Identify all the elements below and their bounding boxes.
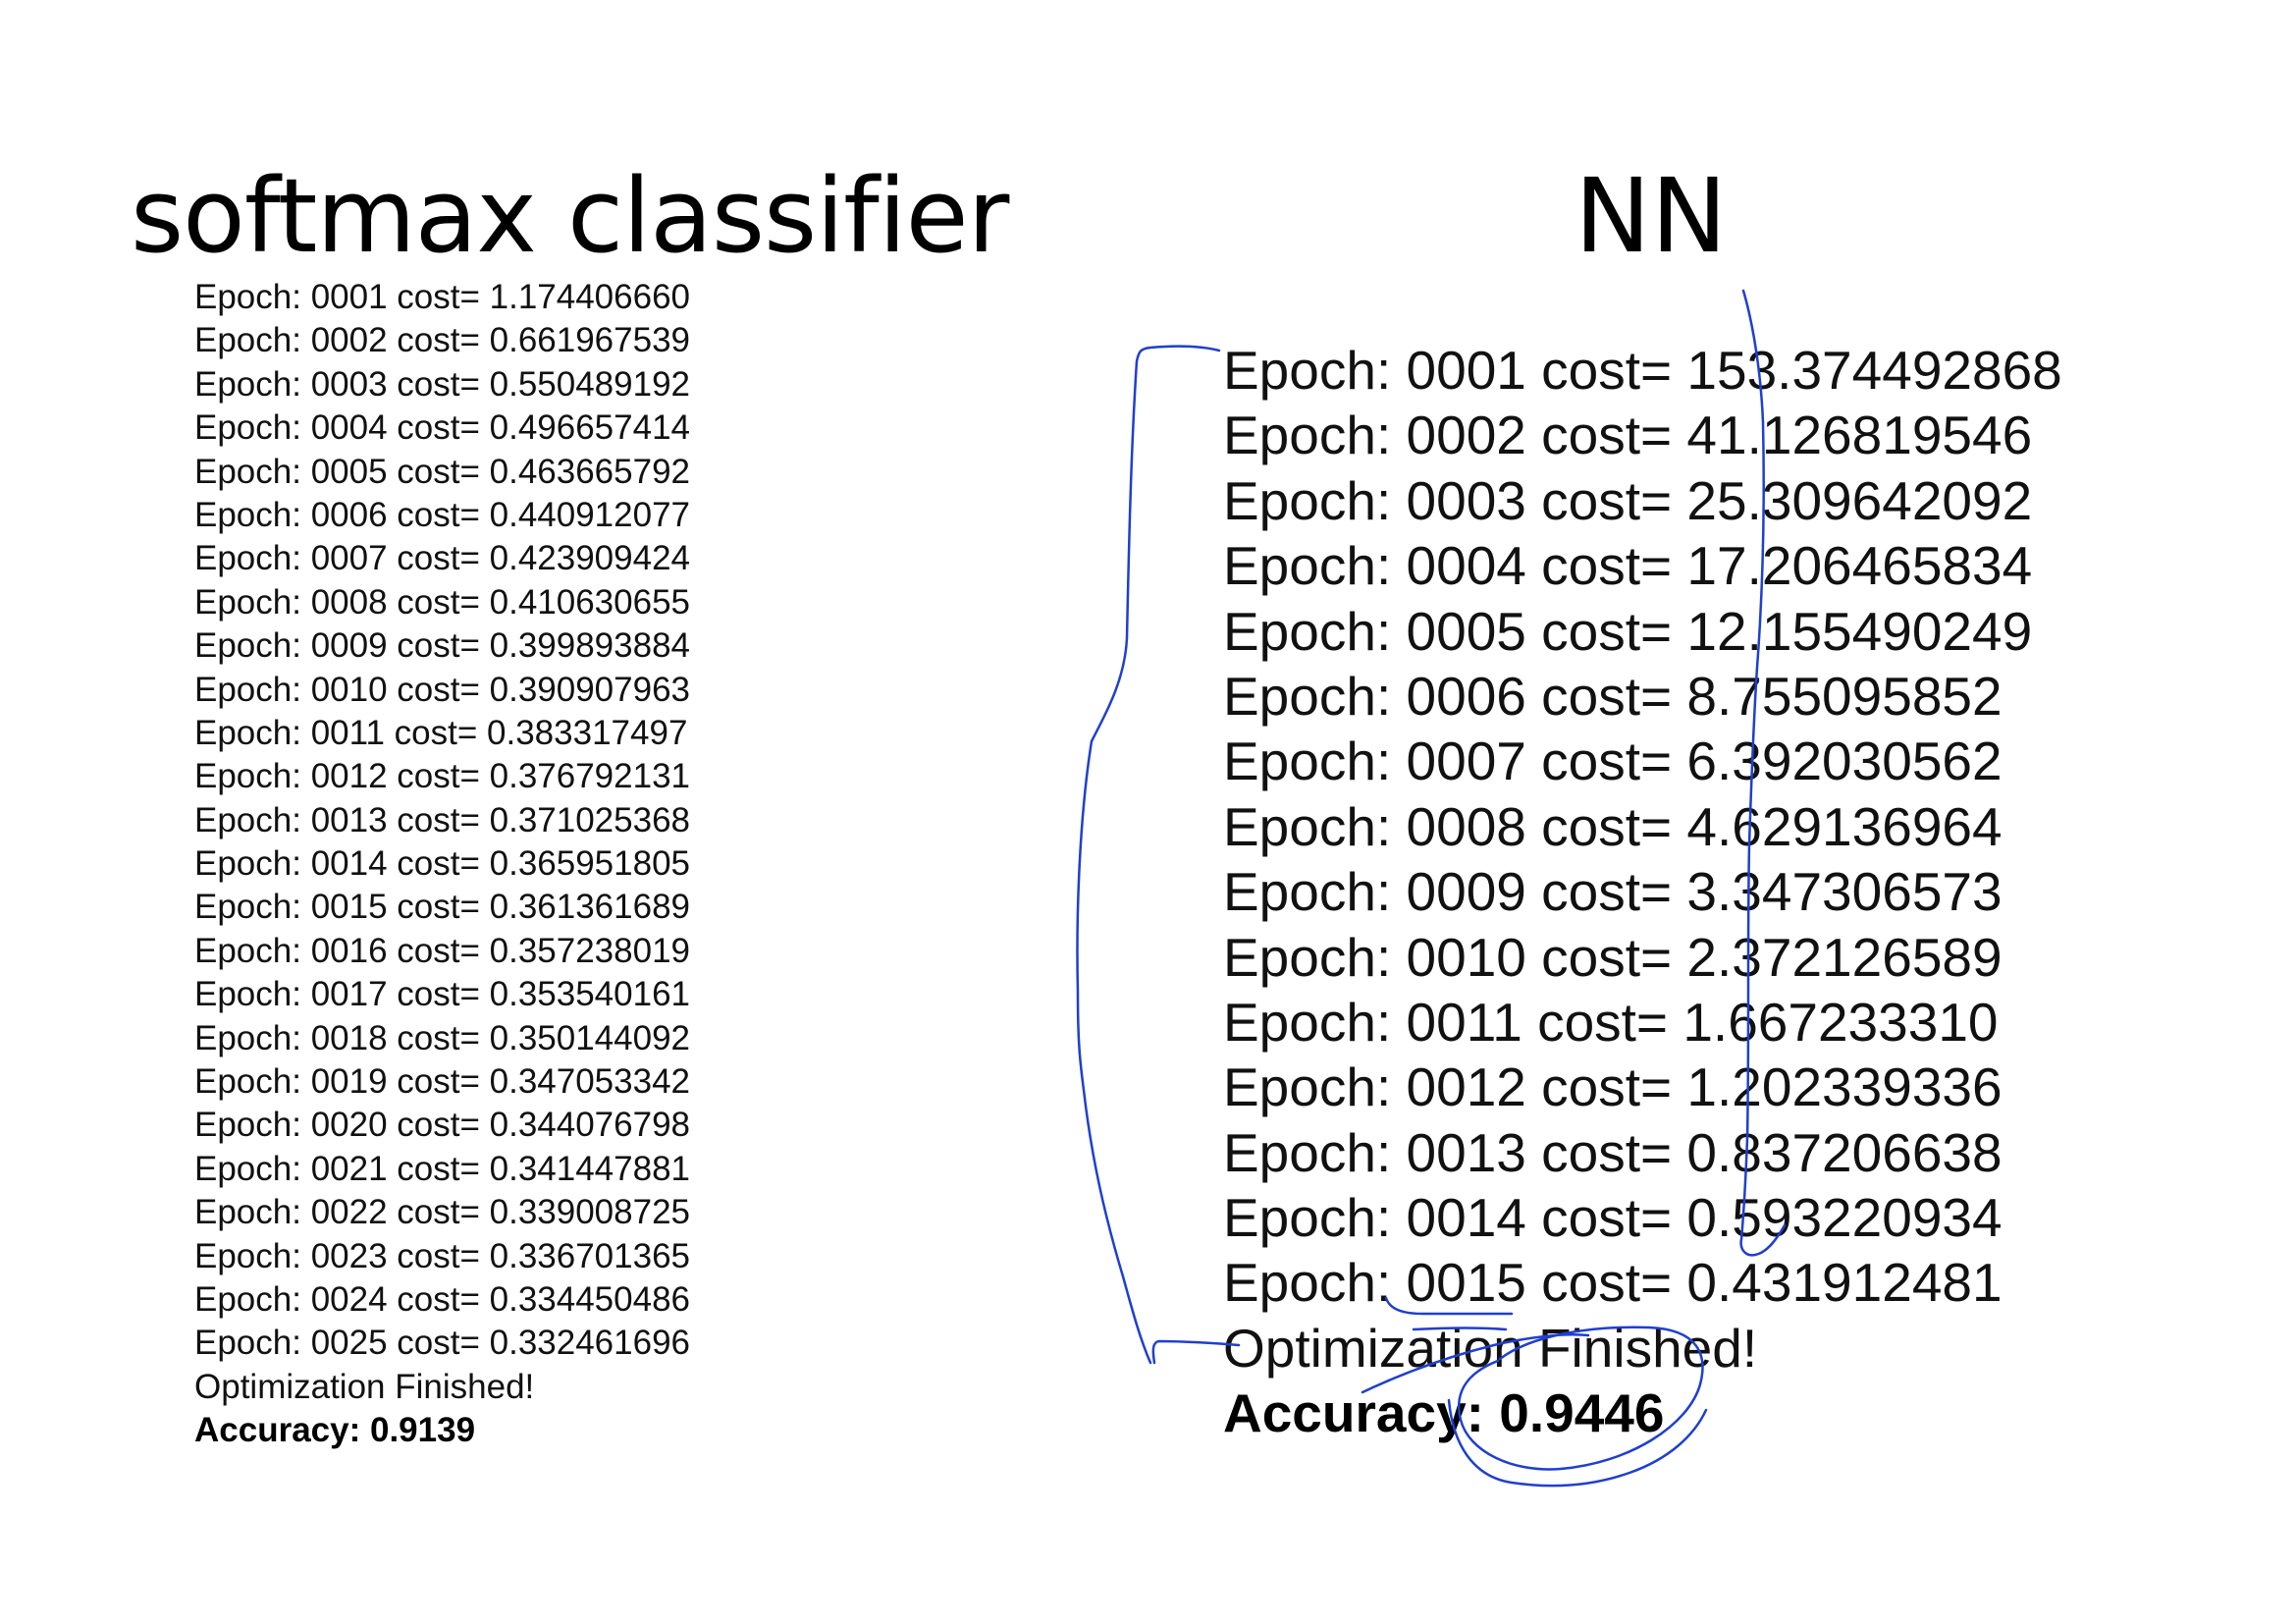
log-line: Epoch: 0006 cost= 8.755095852 [1223,665,2002,727]
optimization-finished-text: Optimization Finished! [194,1367,535,1406]
log-line: Epoch: 0014 cost= 0.593220934 [1223,1187,2002,1249]
log-line: Epoch: 0023 cost= 0.336701365 [194,1236,691,1275]
log-line: Epoch: 0008 cost= 4.629136964 [1223,795,2002,857]
log-line: Epoch: 0011 cost= 1.667233310 [1223,991,1999,1053]
log-line: Epoch: 0014 cost= 0.365951805 [194,844,691,884]
log-line: Epoch: 0001 cost= 1.174406660 [194,278,691,316]
log-line: Epoch: 0007 cost= 6.392030562 [1223,731,2002,792]
log-line: Epoch: 0024 cost= 0.334450486 [194,1279,691,1319]
softmax-title: softmax classifier [131,156,1009,276]
log-line: Epoch: 0019 cost= 0.347053342 [194,1062,691,1102]
log-line: Epoch: 0015 cost= 0.431912481 [1223,1252,2002,1314]
log-line: Epoch: 0002 cost= 41.126819546 [1223,405,2033,466]
left-bracket-stroke [1076,345,1221,1365]
log-line: Epoch: 0003 cost= 25.309642092 [1223,469,2033,531]
nn-title: NN [1575,156,1728,276]
log-line: Epoch: 0009 cost= 0.399893884 [194,626,691,666]
softmax-training-log: Epoch: 0001 cost= 1.174406660 Epoch: 000… [194,276,690,1453]
log-line: Epoch: 0001 cost= 153.374492868 [1223,340,2062,401]
log-line: Epoch: 0016 cost= 0.357238019 [194,931,691,970]
log-line: Epoch: 0020 cost= 0.344076798 [194,1106,691,1145]
log-line: Epoch: 0021 cost= 0.341447881 [194,1149,691,1188]
log-line: Epoch: 0004 cost= 17.206465834 [1223,535,2033,597]
log-line: Epoch: 0015 cost= 0.361361689 [194,888,691,927]
log-line: Epoch: 0005 cost= 0.463665792 [194,452,691,491]
log-line: Epoch: 0025 cost= 0.332461696 [194,1324,691,1363]
log-line: Epoch: 0012 cost= 1.202339336 [1223,1056,2002,1118]
log-line: Epoch: 0010 cost= 2.372126589 [1223,926,2002,988]
log-line: Epoch: 0008 cost= 0.410630655 [194,582,691,622]
log-line: Epoch: 0003 cost= 0.550489192 [194,364,691,404]
log-line: Epoch: 0010 cost= 0.390907963 [194,670,691,709]
log-line: Epoch: 0017 cost= 0.353540161 [194,975,691,1014]
log-line: Epoch: 0006 cost= 0.440912077 [194,495,691,534]
optimization-finished-text: Optimization Finished! [1223,1317,1758,1379]
nn-accuracy: Accuracy: 0.9446 [1223,1382,1665,1444]
log-line: Epoch: 0018 cost= 0.350144092 [194,1018,691,1057]
log-line: Epoch: 0004 cost= 0.496657414 [194,408,691,448]
nn-training-log: Epoch: 0001 cost= 153.374492868 Epoch: 0… [1223,338,2062,1446]
log-line: Epoch: 0009 cost= 3.347306573 [1223,861,2002,923]
log-line: Epoch: 0005 cost= 12.155490249 [1223,600,2033,662]
softmax-accuracy: Accuracy: 0.9139 [194,1411,476,1450]
log-line: Epoch: 0002 cost= 0.661967539 [194,321,691,360]
log-line: Epoch: 0022 cost= 0.339008725 [194,1193,691,1232]
log-line: Epoch: 0013 cost= 0.837206638 [1223,1121,2002,1183]
log-line: Epoch: 0013 cost= 0.371025368 [194,800,691,839]
log-line: Epoch: 0007 cost= 0.423909424 [194,539,691,578]
log-line: Epoch: 0011 cost= 0.383317497 [194,713,688,752]
log-line: Epoch: 0012 cost= 0.376792131 [194,757,691,796]
